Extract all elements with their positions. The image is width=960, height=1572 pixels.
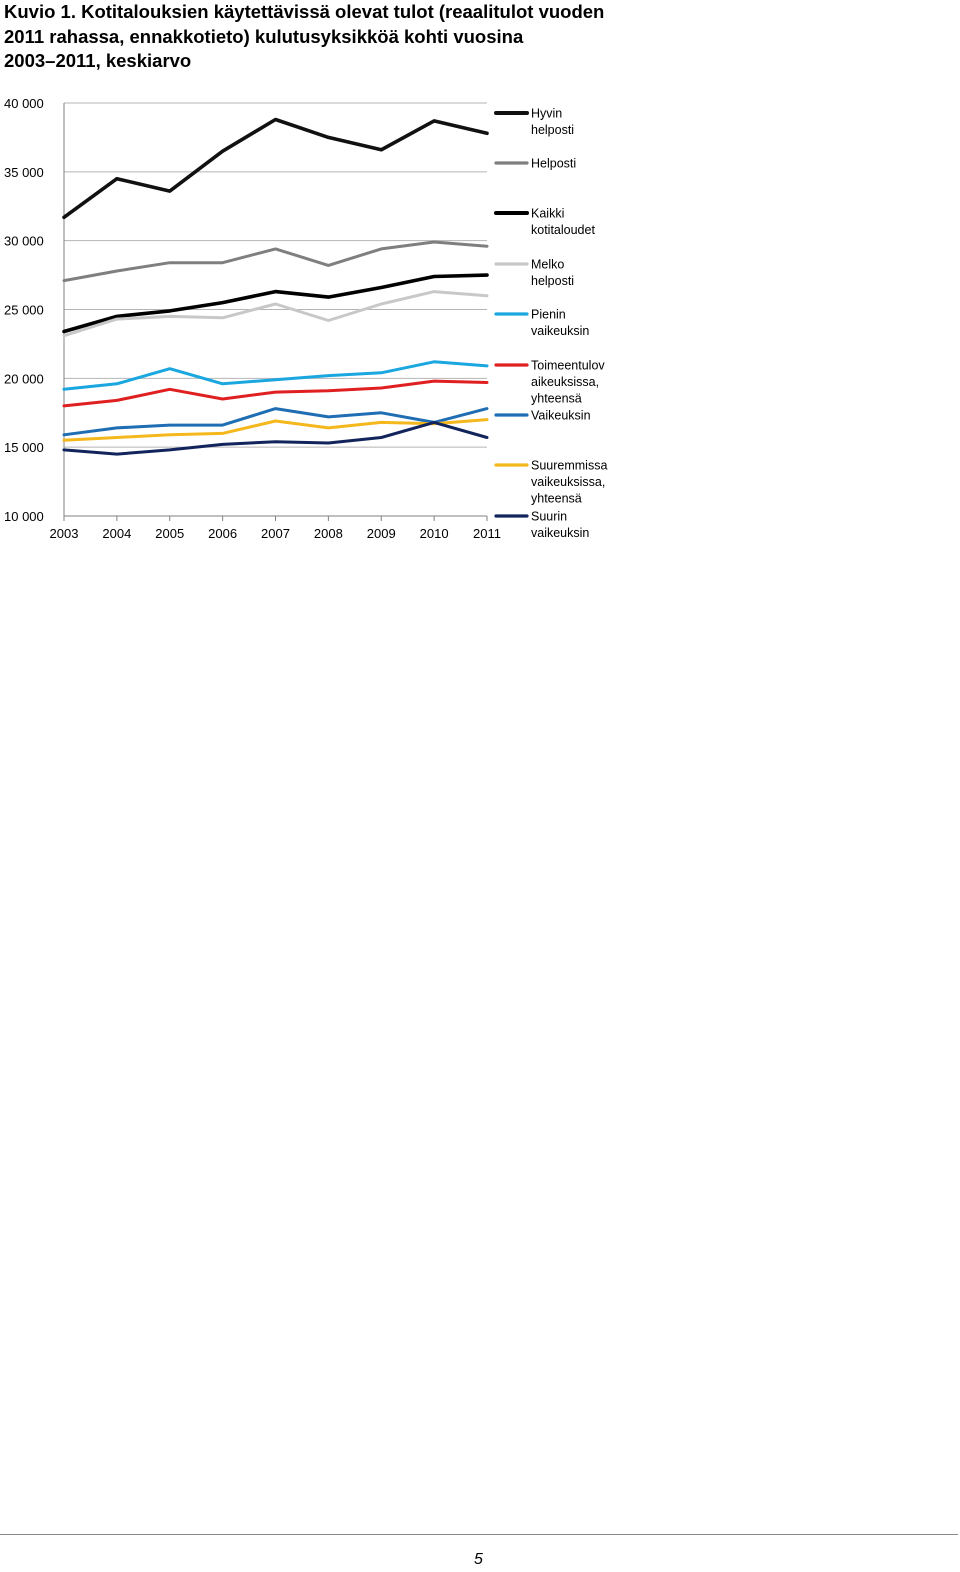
legend-label: Vaikeuksin (531, 409, 591, 423)
x-tick-label: 2009 (367, 526, 396, 541)
legend-label: vaikeuksin (531, 526, 589, 540)
legend-label: aikeuksissa, (531, 375, 599, 389)
legend-label: helposti (531, 123, 574, 137)
legend-label: yhteensä (531, 492, 582, 506)
series-line-8 (62, 420, 489, 456)
x-tick-label: 2007 (261, 526, 290, 541)
series-line-6 (62, 407, 489, 437)
series-line-5 (62, 379, 489, 408)
y-tick-label: 40 000 (4, 96, 44, 111)
series-line-0 (62, 117, 489, 220)
x-tick-label: 2004 (102, 526, 131, 541)
series-line-4 (62, 360, 489, 391)
x-tick-label: 2011 (473, 526, 501, 541)
figure-title-line: 2003–2011, keskiarvo (4, 50, 192, 71)
y-tick-label: 15 000 (4, 440, 44, 455)
y-tick-label: 25 000 (4, 303, 44, 318)
y-tick-label: 30 000 (4, 234, 44, 249)
x-tick-label: 2005 (155, 526, 184, 541)
series-line-7 (62, 418, 489, 442)
legend-label: Melko (531, 258, 564, 272)
figure-title-line: 2011 rahassa, ennakkotieto) kulutusyksik… (4, 25, 524, 47)
x-tick-label: 2006 (208, 526, 237, 541)
axis-layer: 10 000 15 000 20 000 25 000 30 000 35 000 40 0… (4, 96, 501, 541)
x-tick-label: 2010 (420, 526, 449, 541)
legend-label: kotitaloudet (531, 223, 595, 237)
y-tick-label: 35 000 (4, 165, 44, 180)
series-line-3 (62, 290, 489, 338)
figure-title-line: Kuvio 1. Kotitalouksien käytettävissä ol… (4, 1, 605, 22)
legend-label: Helposti (531, 157, 576, 171)
legend-label: Pienin (531, 308, 566, 322)
x-tick-label: 2003 (50, 526, 79, 541)
legend-label: Suuremmissa (531, 459, 607, 473)
footer-divider (0, 1534, 958, 1535)
legend-label: vaikeuksissa, (531, 475, 605, 489)
grid-layer (64, 102, 487, 448)
series-layer (62, 117, 489, 456)
x-tick-label: 2008 (314, 526, 343, 541)
page-number: 5 (474, 1551, 483, 1568)
legend-label: yhteensä (531, 392, 582, 406)
figure-title: Kuvio 1. Kotitalouksien käytettävissä ol… (4, 0, 704, 74)
legend-label: Hyvin (531, 107, 562, 121)
line-chart: 10 000 15 000 20 000 25 000 30 000 35 000 40 0… (4, 96, 607, 541)
legend-label: Suurin (531, 510, 567, 524)
legend-label: helposti (531, 274, 574, 288)
y-tick-label: 10 000 (4, 509, 44, 524)
legend-label: Toimeentulov (531, 359, 605, 373)
series-line-1 (62, 240, 489, 283)
series-line-2 (62, 273, 489, 334)
y-tick-label: 20 000 (4, 371, 44, 386)
legend-label: Kaikki (531, 207, 564, 221)
legend-label: vaikeuksin (531, 324, 589, 338)
legend: Hyvin helposti Helposti Kaikki kotitaloudet M… (494, 107, 607, 540)
